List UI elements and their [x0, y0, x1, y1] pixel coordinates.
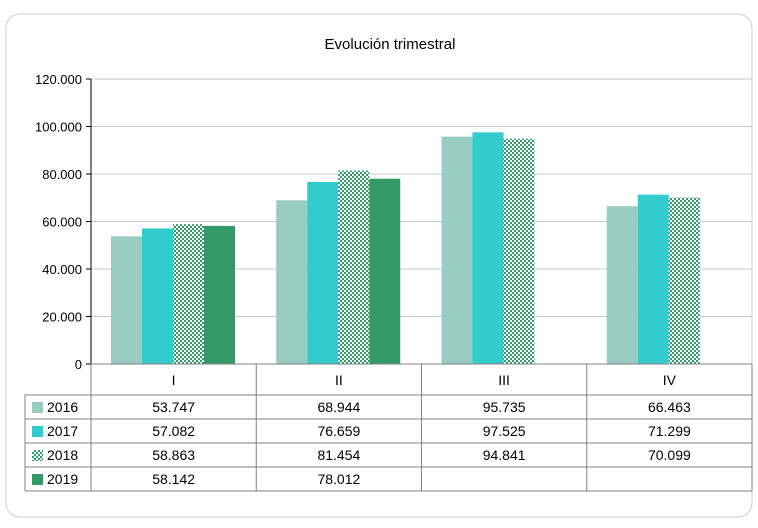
y-tick-label: 80.000: [42, 167, 82, 182]
y-tick-label: 0: [75, 357, 82, 372]
y-tick-label: 120.000: [35, 72, 82, 87]
chart-title: Evolución trimestral: [325, 36, 456, 53]
category-label-I: I: [172, 372, 176, 388]
y-tick-label: 20.000: [42, 310, 82, 325]
y-axis-ticks: 0 20.000 40.000 60.000 80.000 100.000 120.000: [35, 72, 92, 372]
bar-2016-IV: [606, 206, 638, 364]
data-label-2016-II: 68.944: [317, 399, 360, 415]
bar-2018-IV: [668, 197, 700, 364]
bar-2017-IV: [637, 194, 669, 364]
data-label-2019-I: 58.142: [152, 471, 195, 487]
category-label-IV: IV: [663, 372, 677, 388]
bar-2017-III: [472, 132, 504, 364]
bar-2018-II: [338, 170, 370, 364]
data-label-2018-II: 81.454: [317, 447, 360, 463]
bar-2016-I: [111, 236, 142, 364]
y-tick-label: 40.000: [42, 262, 82, 277]
legend-label-2019: 2019: [47, 471, 78, 487]
data-label-2017-II: 76.659: [317, 423, 360, 439]
legend-key-2017: [32, 426, 43, 437]
data-label-2019-II: 78.012: [317, 471, 360, 487]
legend-key-2016: [32, 402, 43, 413]
data-label-2017-IV: 71.299: [648, 423, 691, 439]
bars: [111, 132, 700, 364]
y-tick-label: 60.000: [42, 215, 82, 230]
data-label-2017-III: 97.525: [483, 423, 526, 439]
data-label-2016-IV: 66.463: [648, 399, 691, 415]
bar-2019-II: [369, 178, 401, 364]
data-label-2018-III: 94.841: [483, 447, 526, 463]
data-label-2018-I: 58.863: [152, 447, 195, 463]
category-label-III: III: [498, 372, 510, 388]
data-label-2016-III: 95.735: [483, 399, 526, 415]
data-label-2018-IV: 70.099: [648, 447, 691, 463]
bar-2017-II: [307, 181, 339, 364]
legend-label-2017: 2017: [47, 423, 78, 439]
legend-label-2016: 2016: [47, 399, 78, 415]
legend-key-2019: [32, 474, 43, 485]
legend-label-2018: 2018: [47, 447, 78, 463]
data-label-2016-I: 53.747: [152, 399, 195, 415]
bar-2017-I: [142, 228, 173, 364]
bar-2018-III: [503, 138, 535, 364]
data-label-2017-I: 57.082: [152, 423, 195, 439]
bar-2016-III: [441, 136, 473, 364]
bar-2016-II: [276, 200, 308, 364]
y-tick-label: 100.000: [35, 120, 82, 135]
category-label-II: II: [335, 372, 343, 388]
legend-key-2018: [32, 450, 43, 461]
bar-2019-I: [204, 225, 235, 364]
bar-2018-I: [173, 224, 204, 364]
